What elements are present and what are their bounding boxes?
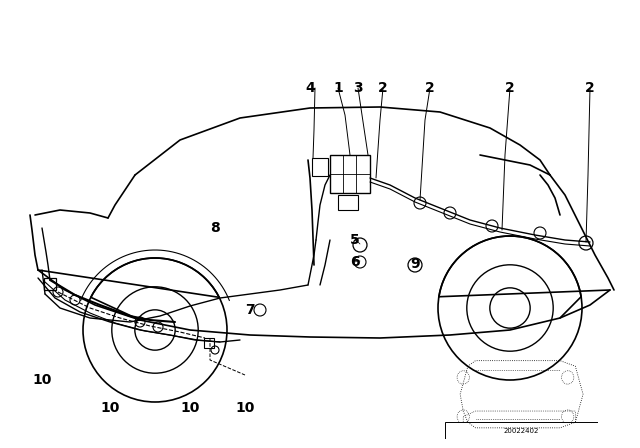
Text: 8: 8 xyxy=(210,221,220,235)
Text: 7: 7 xyxy=(245,303,255,317)
Text: 9: 9 xyxy=(410,257,420,271)
Text: 4: 4 xyxy=(305,81,315,95)
Text: 6: 6 xyxy=(350,255,360,269)
Text: 5: 5 xyxy=(350,233,360,247)
Bar xyxy=(204,338,214,348)
Bar xyxy=(330,155,370,193)
Text: 2: 2 xyxy=(378,81,388,95)
Text: 1: 1 xyxy=(333,81,343,95)
Bar xyxy=(44,278,56,290)
Text: 3: 3 xyxy=(353,81,363,95)
Bar xyxy=(338,195,358,210)
Text: 10: 10 xyxy=(236,401,255,415)
Text: 10: 10 xyxy=(180,401,200,415)
Text: 2: 2 xyxy=(585,81,595,95)
Bar xyxy=(445,422,598,439)
Text: 10: 10 xyxy=(100,401,120,415)
Text: 2: 2 xyxy=(425,81,435,95)
Text: 2: 2 xyxy=(505,81,515,95)
Text: 20022402: 20022402 xyxy=(504,428,540,434)
Text: 10: 10 xyxy=(32,373,52,387)
Bar xyxy=(312,158,328,176)
